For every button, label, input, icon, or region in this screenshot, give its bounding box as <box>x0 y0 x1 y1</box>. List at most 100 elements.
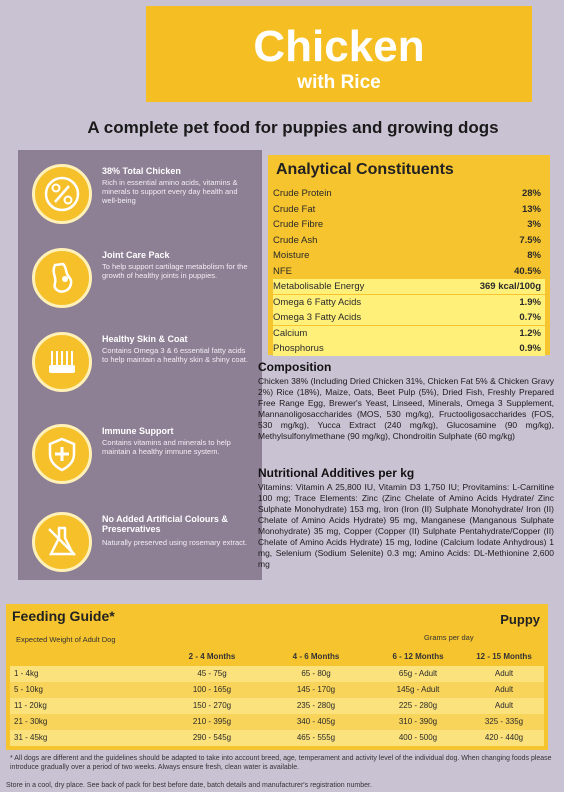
analytical-row: Metabolisable Energy 369 kcal/100g <box>273 279 545 294</box>
feeding-row-weight: 21 - 30kg <box>14 717 48 726</box>
analytical-row: Phosphorus 0.9% <box>273 341 545 356</box>
analytical-row-value: 13% <box>521 203 541 215</box>
analytical-row-value: 8% <box>527 250 541 261</box>
brush-icon <box>32 332 92 392</box>
column-header: 12 - 15 Months <box>476 652 532 661</box>
analytical-row-name: Crude Protein <box>273 188 332 199</box>
composition-title: Composition <box>258 360 332 374</box>
column-header: 2 - 4 Months <box>188 652 236 661</box>
product-title: Chicken <box>253 22 425 71</box>
analytical-row: Omega 3 Fatty Acids 0.7% <box>273 310 545 325</box>
analytical-row-value: 1.2% <box>519 327 541 339</box>
analytical-row-name: Omega 6 Fatty Acids <box>273 296 362 308</box>
feeding-row-value: Adult <box>494 685 514 694</box>
title-banner: Chicken with Rice <box>146 6 532 102</box>
feeding-row-value: 225 - 280g <box>398 701 438 710</box>
feeding-row-value: 145g - Adult <box>396 685 440 694</box>
feeding-row-value: 340 - 405g <box>296 717 336 726</box>
expected-weight-label: Expected Weight of Adult Dog <box>16 635 116 644</box>
analytical-row-name: Crude Fat <box>273 203 316 215</box>
feeding-row-weight: 1 - 4kg <box>14 669 39 678</box>
feeding-row-weight: 5 - 10kg <box>14 685 43 694</box>
analytical-row-value: 0.9% <box>519 343 541 354</box>
benefit-title: 38% Total Chicken <box>102 166 181 176</box>
storage-instructions: Store in a cool, dry place. See back of … <box>6 782 372 789</box>
feeding-row-value: 65 - 80g <box>301 669 331 678</box>
benefit-no-additives: No Added Artificial Colours & Preservati… <box>18 512 262 592</box>
composition-section: Composition Chicken 38% (Including Dried… <box>258 360 554 442</box>
percent-icon <box>32 164 92 224</box>
analytical-row-name: NFE <box>273 265 292 277</box>
analytical-row-name: Metabolisable Energy <box>273 281 365 292</box>
column-header: 4 - 6 Months <box>292 652 340 661</box>
feeding-row-value: 65g - Adult <box>398 669 438 678</box>
analytical-row-name: Moisture <box>273 250 310 261</box>
feeding-row-value: 325 - 335g <box>484 717 524 726</box>
additives-title: Nutritional Additives per kg <box>258 466 415 480</box>
feeding-row: 5 - 10kg 100 - 165g 145 - 170g 145g - Adult… <box>10 682 544 698</box>
analytical-row-name: Phosphorus <box>273 343 324 354</box>
analytical-row-value: 28% <box>521 188 541 199</box>
product-subtitle: with Rice <box>297 72 381 93</box>
feeding-row-weight: 31 - 45kg <box>14 733 48 742</box>
shield-icon <box>32 424 92 484</box>
feeding-row-value: 210 - 395g <box>192 717 232 726</box>
analytical-row: Crude Fibre 3% <box>273 217 545 232</box>
feeding-title: Feeding Guide* <box>12 608 115 624</box>
feeding-note: * All dogs are different and the guideli… <box>10 755 552 771</box>
analytical-row: Omega 6 Fatty Acids 1.9% <box>273 294 545 310</box>
benefit-title: No Added Artificial Colours & Preservati… <box>102 514 228 534</box>
analytical-row: NFE 40.5% <box>273 264 545 279</box>
feeding-row: 31 - 45kg 290 - 545g 465 - 555g 400 - 500g 4… <box>10 730 544 746</box>
feeding-row-value: 235 - 280g <box>296 701 336 710</box>
analytical-row: Calcium 1.2% <box>273 325 545 341</box>
feeding-row-value: Adult <box>494 669 514 678</box>
feeding-row-value: 150 - 270g <box>192 701 232 710</box>
feeding-puppy-label: Puppy <box>500 612 540 627</box>
benefit-title: Healthy Skin & Coat <box>102 334 188 344</box>
analytical-row-name: Crude Ash <box>273 234 318 246</box>
feeding-row-value: 310 - 390g <box>398 717 438 726</box>
benefit-text: Contains vitamins and minerals to help m… <box>102 438 231 456</box>
benefit-text: Rich in essential amino acids, vitamins … <box>102 178 238 205</box>
feeding-row-value: 420 - 440g <box>484 733 524 742</box>
grams-per-day-label: Grams per day <box>424 633 474 642</box>
benefit-title: Immune Support <box>102 426 174 436</box>
column-header: 6 - 12 Months <box>392 652 444 661</box>
feeding-guide: Feeding Guide* Puppy Expected Weight of … <box>6 604 548 750</box>
feeding-row-weight: 11 - 20kg <box>14 701 47 710</box>
analytical-row-value: 3% <box>527 219 541 230</box>
additives-text: Vitamins: Vitamin A 25,800 IU, Vitamin D… <box>258 482 554 569</box>
feeding-row-value: 400 - 500g <box>398 733 438 742</box>
benefit-skin-coat: Healthy Skin & Coat Contains Omega 3 & 6… <box>18 332 262 412</box>
composition-text: Chicken 38% (Including Dried Chicken 31%… <box>258 376 554 441</box>
feeding-row-value: 145 - 170g <box>296 685 336 694</box>
feeding-row: 21 - 30kg 210 - 395g 340 - 405g 310 - 390g 3… <box>10 714 544 730</box>
tagline: A complete pet food for puppies and grow… <box>87 118 499 137</box>
analytical-row-value: 40.5% <box>514 265 541 277</box>
analytical-row-name: Omega 3 Fatty Acids <box>273 312 362 323</box>
feeding-row: 11 - 20kg 150 - 270g 235 - 280g 225 - 280g A… <box>10 698 544 714</box>
feeding-row-value: Adult <box>494 701 514 710</box>
feeding-row-value: 100 - 165g <box>192 685 232 694</box>
benefit-title: Joint Care Pack <box>102 250 170 260</box>
analytical-row: Crude Fat 13% <box>273 202 545 217</box>
analytical-title: Analytical Constituents <box>276 161 454 178</box>
benefit-immune-support: Immune Support Contains vitamins and min… <box>18 424 262 504</box>
additives-section: Nutritional Additives per kg Vitamins: V… <box>258 466 554 570</box>
analytical-row: Moisture 8% <box>273 248 545 263</box>
analytical-row-value: 7.5% <box>519 234 541 246</box>
benefit-total-chicken: 38% Total Chicken Rich in essential amin… <box>18 164 262 244</box>
analytical-constituents: Analytical Constituents Crude Protein 28%… <box>268 155 550 356</box>
benefit-text: Contains Omega 3 & 6 essential fatty aci… <box>102 346 248 364</box>
analytical-row-value: 1.9% <box>519 296 541 308</box>
analytical-row: Crude Ash 7.5% <box>273 233 545 248</box>
benefits-panel: 38% Total Chicken Rich in essential amin… <box>18 150 262 580</box>
feeding-row: 1 - 4kg 45 - 75g 65 - 80g 65g - Adult Adult <box>10 666 544 682</box>
feeding-row-value: 465 - 555g <box>296 733 336 742</box>
benefit-joint-care: Joint Care Pack To help support cartilag… <box>18 248 262 328</box>
analytical-row-value: 369 kcal/100g <box>479 281 541 292</box>
feeding-row-value: 45 - 75g <box>197 669 227 678</box>
analytical-row-value: 0.7% <box>519 312 541 323</box>
flask-icon <box>32 512 92 572</box>
